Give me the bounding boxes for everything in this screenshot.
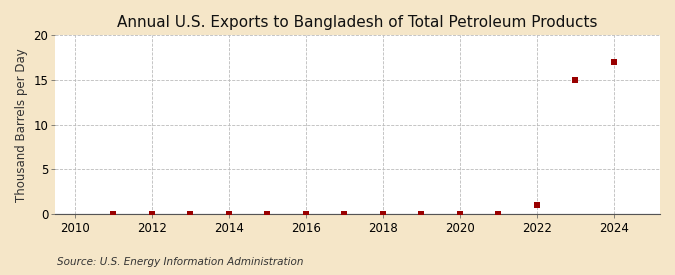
Point [531,203,542,207]
Point [185,212,196,216]
Y-axis label: Thousand Barrels per Day: Thousand Barrels per Day [15,48,28,202]
Point [223,212,234,216]
Point [570,78,580,82]
Point [454,212,465,216]
Point [608,60,619,64]
Point [262,212,273,216]
Point [146,212,157,216]
Text: Source: U.S. Energy Information Administration: Source: U.S. Energy Information Administ… [57,257,304,267]
Point [377,212,388,216]
Point [339,212,350,216]
Point [108,212,119,216]
Point [416,212,427,216]
Point [493,212,504,216]
Title: Annual U.S. Exports to Bangladesh of Total Petroleum Products: Annual U.S. Exports to Bangladesh of Tot… [117,15,598,30]
Point [300,212,311,216]
